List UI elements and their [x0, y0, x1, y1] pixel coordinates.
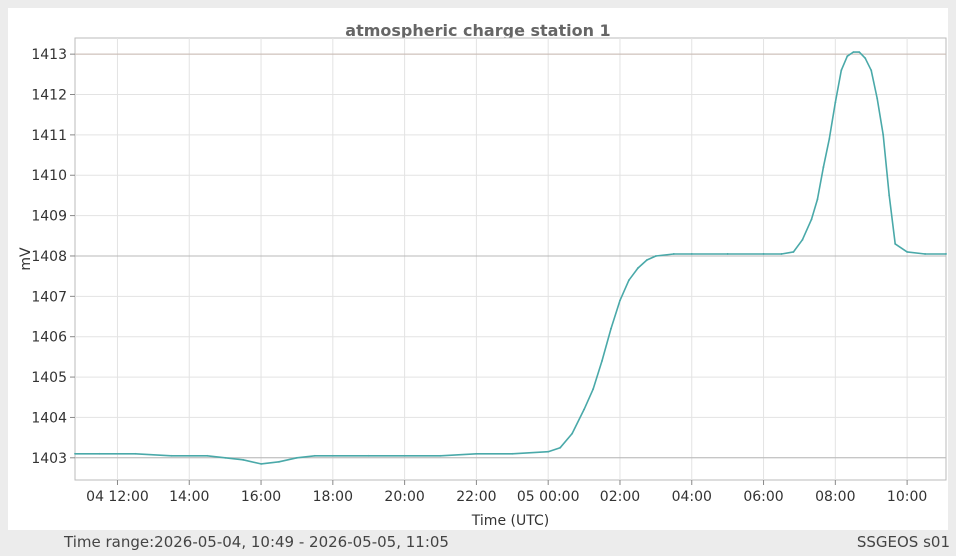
data-point — [637, 267, 639, 269]
data-point — [690, 253, 693, 255]
data-point — [834, 101, 837, 104]
data-point — [801, 238, 804, 241]
data-point — [924, 253, 926, 255]
data-point — [762, 253, 765, 255]
plot-area — [74, 37, 947, 481]
data-point — [906, 251, 909, 253]
data-point — [547, 450, 550, 453]
y-tick-label: 1409 — [31, 209, 67, 225]
x-tick-label: 22:00 — [456, 489, 496, 505]
data-point — [780, 253, 783, 255]
data-point — [822, 166, 825, 169]
data-point — [876, 97, 879, 100]
x-tick-label: 04 12:00 — [86, 489, 149, 505]
y-tick-label: 1411 — [31, 128, 67, 144]
data-point — [858, 51, 861, 54]
time-range-label: Time range: — [64, 533, 155, 551]
data-point — [870, 69, 873, 72]
time-range-value: 2026-05-04, 10:49 - 2026-05-05, 11:05 — [154, 533, 449, 551]
data-point — [619, 299, 621, 302]
data-point — [511, 452, 514, 455]
x-axis-label: Time (UTC) — [471, 513, 549, 529]
source-label: SSGEOS s01 — [856, 533, 950, 551]
chart-canvas: 1403 1404 1405 1406 1407 1408 1409 1410 1411 1412… — [18, 37, 947, 529]
data-point — [98, 452, 101, 455]
data-point — [134, 452, 137, 455]
y-tick-label: 1408 — [31, 249, 67, 265]
data-point — [331, 454, 334, 457]
data-point — [628, 279, 630, 282]
data-point — [592, 388, 594, 391]
data-point — [224, 456, 227, 459]
y-tick-label: 1404 — [31, 410, 67, 426]
data-point — [864, 57, 867, 60]
x-tick-label: 08:00 — [815, 489, 855, 505]
data-point — [439, 454, 442, 457]
x-tick-label: 05 00:00 — [517, 489, 580, 505]
data-point — [260, 462, 262, 465]
y-tick-label: 1412 — [31, 88, 67, 104]
data-point — [367, 454, 370, 457]
data-point — [610, 327, 612, 330]
data-point — [559, 446, 562, 449]
y-tick-label: 1407 — [31, 289, 67, 305]
data-point — [654, 255, 657, 257]
data-point — [882, 133, 885, 136]
data-point — [601, 360, 603, 362]
data-point — [888, 194, 891, 197]
data-point — [852, 51, 855, 54]
data-point — [645, 259, 648, 261]
data-point — [206, 454, 209, 457]
data-point — [846, 55, 849, 58]
x-tick-label: 18:00 — [313, 489, 353, 505]
data-point — [571, 432, 574, 435]
data-point — [726, 253, 729, 255]
y-tick-label: 1410 — [31, 168, 67, 184]
data-point — [945, 253, 947, 255]
x-tick-label: 20:00 — [384, 489, 424, 505]
data-point — [894, 242, 897, 245]
series-line — [75, 51, 946, 465]
y-tick-label: 1403 — [31, 451, 67, 467]
time-range: Time range:2026-05-04, 10:49 - 2026-05-0… — [64, 533, 449, 551]
x-tick-label: 04:00 — [672, 489, 712, 505]
data-point — [828, 138, 831, 140]
chart-frame: atmospheric charge station 1 1403 1404 140… — [8, 8, 948, 530]
data-point — [672, 253, 675, 255]
data-point — [583, 408, 585, 411]
x-tick-label: 10:00 — [887, 489, 927, 505]
x-tick-label: 02:00 — [600, 489, 640, 505]
data-point — [403, 454, 406, 457]
data-point — [74, 452, 76, 455]
data-point — [278, 460, 280, 463]
x-tick-label: 06:00 — [743, 489, 783, 505]
y-tick-label: 1405 — [31, 370, 67, 386]
y-axis-label: mV — [18, 247, 34, 271]
data-point — [840, 69, 843, 72]
chart-title: atmospheric charge station 1 — [345, 21, 611, 40]
data-point — [313, 454, 316, 457]
y-tick-label: 1406 — [31, 330, 67, 346]
data-point — [170, 454, 173, 457]
data-point — [296, 456, 298, 459]
y-tick-label: 1413 — [31, 47, 67, 63]
data-point — [810, 218, 813, 221]
data-point — [242, 458, 244, 461]
data-point — [816, 198, 819, 201]
data-point — [475, 452, 478, 455]
data-point — [792, 251, 795, 253]
x-tick-label: 16:00 — [241, 489, 281, 505]
x-tick-label: 14:00 — [169, 489, 209, 505]
